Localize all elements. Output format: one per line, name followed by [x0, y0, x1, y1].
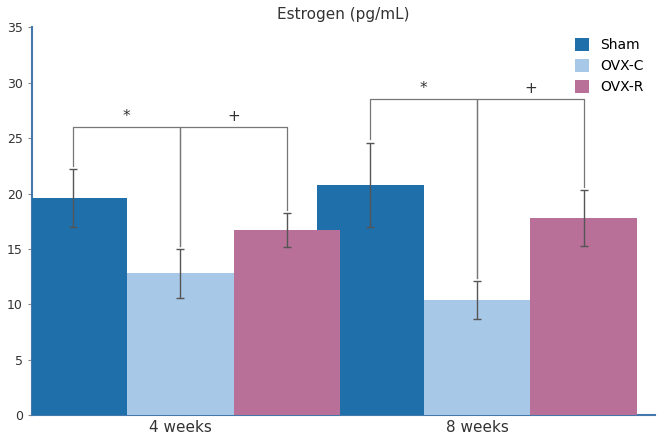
Text: *: *: [420, 81, 428, 96]
Legend: Sham, OVX-C, OVX-R: Sham, OVX-C, OVX-R: [571, 34, 648, 99]
Bar: [234, 230, 340, 415]
Title: Estrogen (pg/mL): Estrogen (pg/mL): [277, 7, 410, 22]
Text: +: +: [524, 81, 537, 96]
Bar: [20, 198, 127, 415]
Bar: [424, 300, 530, 415]
Bar: [127, 273, 234, 415]
Text: +: +: [227, 109, 240, 124]
Bar: [316, 185, 424, 415]
Text: *: *: [123, 109, 130, 124]
Bar: [530, 218, 638, 415]
